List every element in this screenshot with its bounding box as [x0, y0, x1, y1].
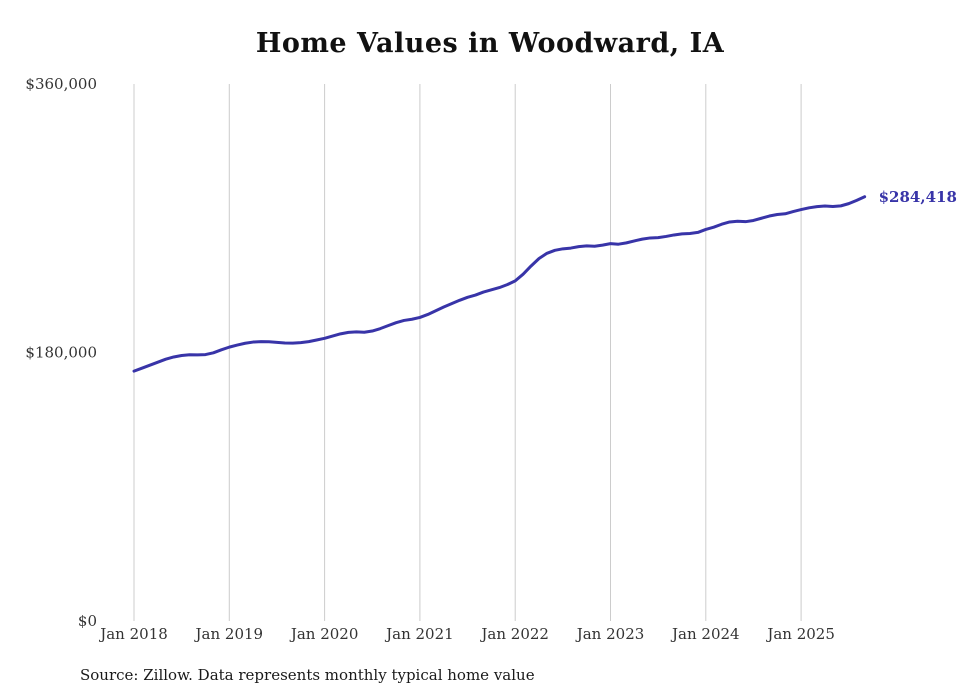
x-tick-label: Jan 2021 [384, 625, 454, 643]
y-tick-label: $180,000 [25, 344, 97, 362]
chart-title: Home Values in Woodward, IA [255, 28, 725, 59]
x-tick-label: Jan 2020 [289, 625, 359, 643]
x-tick-label: Jan 2025 [765, 625, 835, 643]
x-tick-label: Jan 2024 [670, 625, 740, 643]
latest-value-label: $284,418 [878, 187, 957, 206]
y-tick-label: $0 [78, 612, 97, 630]
x-tick-label: Jan 2019 [194, 625, 264, 643]
x-tick-label: Jan 2023 [575, 625, 645, 643]
y-tick-label: $360,000 [25, 75, 97, 93]
home-value-line [132, 195, 867, 373]
x-tick-label: Jan 2022 [479, 625, 549, 643]
source-note: Source: Zillow. Data represents monthly … [80, 666, 535, 684]
x-tick-label: Jan 2018 [98, 625, 168, 643]
